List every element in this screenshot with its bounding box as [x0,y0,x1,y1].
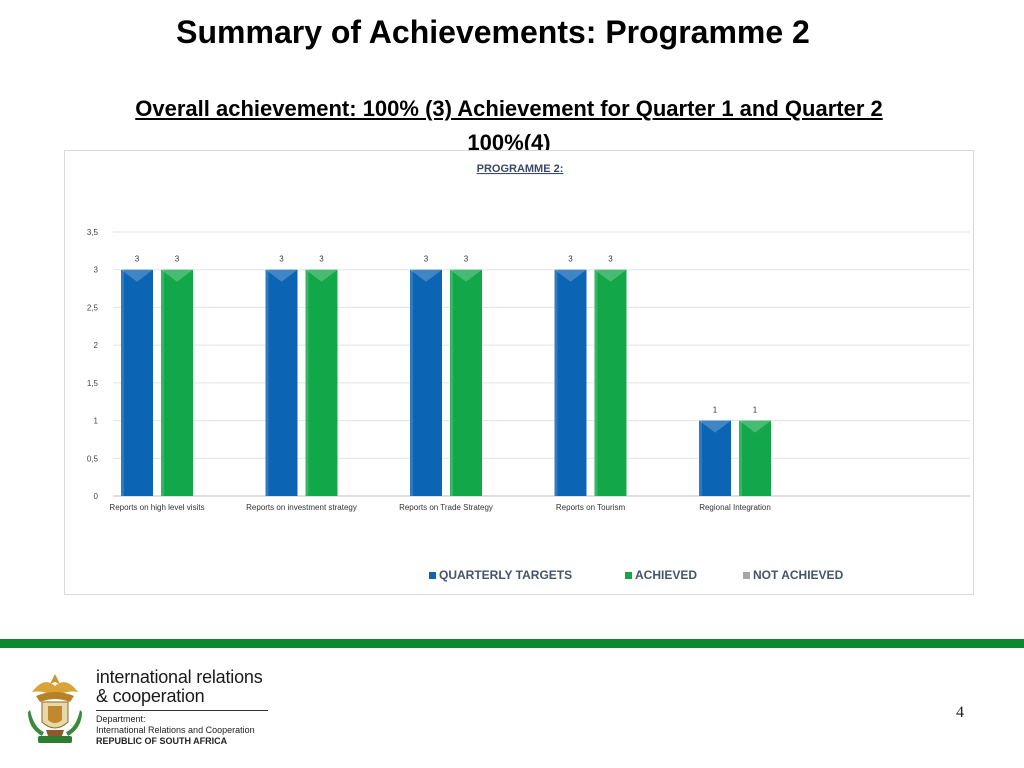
brand-line-2: & cooperation [96,686,205,706]
bar-bevel-highlight [554,269,587,282]
bar-bevel-highlight [305,269,338,282]
chart-legend: QUARTERLY TARGETS ACHIEVED NOT ACHIEVED [429,568,844,582]
legend-swatch [743,572,750,579]
bar-bevel-highlight [450,269,482,282]
bar-quarterly-targets [699,420,731,496]
bar-data-label: 3 [464,255,469,264]
legend-swatch [429,572,436,579]
bar-quarterly-targets [554,269,587,496]
bar-edge-highlight [594,269,598,496]
bar-bevel-highlight [265,269,298,282]
bar-data-label: 3 [568,255,573,264]
bar-quarterly-targets [121,269,153,496]
bar-edge-highlight [265,269,269,496]
bar-edge-highlight [450,269,453,496]
footer-green-bar [0,639,1024,648]
bar-edge-highlight [554,269,558,496]
bar-data-label: 3 [135,255,140,264]
chart-gridlines [113,231,970,497]
x-category-label: Reports on high level visits [109,503,204,512]
bar-chart: PROGRAMME 2: 0 0,5 1 1,5 2 2,5 3 3,5 3 3 3 3 3 3 3 3 1 1… [87,163,970,582]
legend-label: ACHIEVED [635,568,697,582]
y-tick-label: 0 [94,492,99,501]
brand-divider [96,710,268,711]
y-axis-ticks: 0 0,5 1 1,5 2 2,5 3 3,5 [87,228,99,501]
chart-title: PROGRAMME 2: [477,163,564,175]
footer: international relations & cooperation De… [0,648,1024,768]
department-name: International Relations and Cooperation [96,725,255,735]
legend-swatch [625,572,632,579]
y-tick-label: 1,5 [87,379,99,388]
bar-achieved [594,269,627,496]
x-category-label: Reports on Trade Strategy [399,503,493,512]
bar-bevel-highlight [594,269,627,282]
y-tick-label: 2 [94,341,99,350]
country-name: REPUBLIC OF SOUTH AFRICA [96,736,228,746]
department-label: Department: [96,714,146,724]
bar-data-label: 3 [279,255,284,264]
x-category-label: Reports on Tourism [556,503,626,512]
bar-bevel-highlight [410,269,442,282]
bar-data-label: 3 [608,255,613,264]
y-tick-label: 3,5 [87,228,99,237]
bar-data-label: 3 [424,255,429,264]
slide-title: Summary of Achievements: Programme 2 [176,14,810,50]
bar-quarterly-targets [265,269,298,496]
x-axis-categories: Reports on high level visits Reports on i… [109,503,770,512]
coat-of-arms-logo [28,674,82,743]
slide-subtitle: Overall achievement: 100% (3) Achievemen… [60,92,958,160]
bar-achieved [305,269,338,496]
y-tick-label: 1 [94,417,99,426]
y-tick-label: 3 [94,266,99,275]
chart-bars [121,269,771,496]
bar-data-label: 1 [753,406,758,415]
bar-data-label: 1 [713,406,718,415]
chart-frame: PROGRAMME 2: 0 0,5 1 1,5 2 2,5 3 3,5 3 3 3 3 3 3 3 3 1 1… [64,150,974,595]
bar-bevel-highlight [121,269,153,282]
bar-edge-highlight [161,269,164,496]
bar-edge-highlight [305,269,309,496]
bar-data-label: 3 [175,255,180,264]
bar-bevel-highlight [699,420,731,433]
page-number: 4 [956,704,964,721]
chart-data-labels: 3 3 3 3 3 3 3 3 1 1 [135,255,758,415]
x-category-label: Reports on investment strategy [246,503,357,512]
subtitle-line-1: Overall achievement: 100% (3) Achievemen… [135,96,883,121]
legend-label: QUARTERLY TARGETS [439,568,572,582]
bar-edge-highlight [121,269,124,496]
y-tick-label: 2,5 [87,303,99,312]
bar-data-label: 3 [319,255,324,264]
bar-edge-highlight [739,420,742,496]
x-category-label: Regional Integration [699,503,771,512]
bar-quarterly-targets [410,269,442,496]
bar-edge-highlight [410,269,413,496]
bar-edge-highlight [699,420,702,496]
department-brand: international relations & cooperation De… [96,668,276,747]
bar-bevel-highlight [739,420,771,433]
bar-achieved [161,269,193,496]
brand-line-1: international relations [96,667,263,687]
bar-achieved [450,269,482,496]
legend-label: NOT ACHIEVED [753,568,844,582]
y-tick-label: 0,5 [87,454,99,463]
bar-achieved [739,420,771,496]
bar-bevel-highlight [161,269,193,282]
